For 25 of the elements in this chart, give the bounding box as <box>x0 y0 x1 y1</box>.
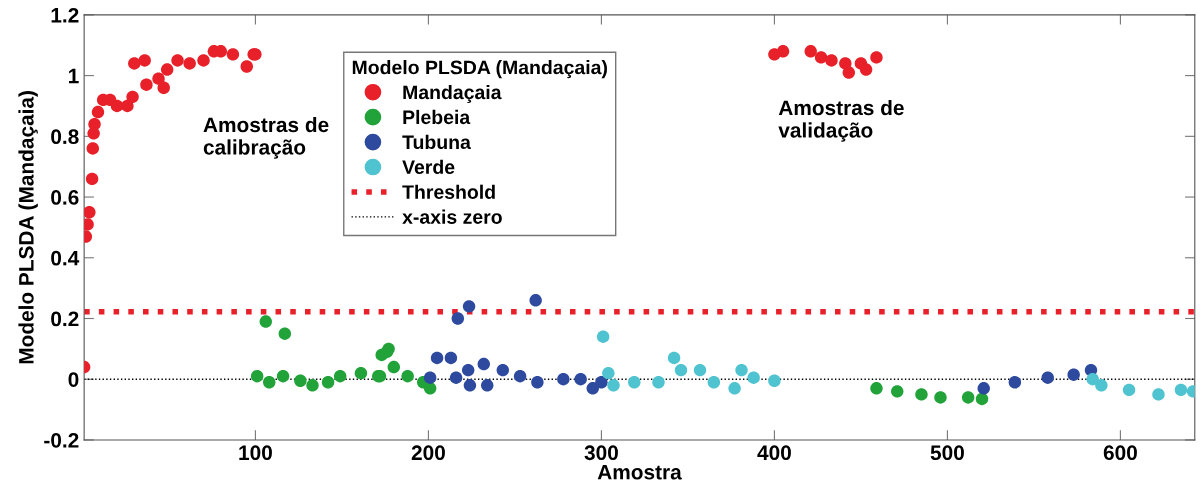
y-tick-label: 0.8 <box>51 129 79 145</box>
legend-label: Plebeia <box>403 109 471 125</box>
x-tick-label: 200 <box>411 445 445 461</box>
y-tick-label: -0.2 <box>44 432 79 448</box>
x-tick-label: 600 <box>1103 445 1137 461</box>
y-tick-label: 0 <box>68 372 79 387</box>
annotation: Amostras de validação <box>778 99 904 142</box>
legend-label: x-axis zero <box>402 209 502 224</box>
annotation: Amostras de calibração <box>203 116 329 159</box>
y-tick-label: 0.2 <box>51 311 79 327</box>
y-tick-label: 0.4 <box>51 250 80 266</box>
legend-label: Verde <box>402 159 455 175</box>
legend-label: Threshold <box>402 184 495 199</box>
x-axis-title: Amostra <box>597 465 682 480</box>
y-tick-label: 0.6 <box>51 190 79 205</box>
legend-label: Mandaçaia <box>403 84 502 104</box>
x-tick-label: 500 <box>930 445 964 461</box>
legend-label: Tubuna <box>402 134 471 150</box>
x-tick-label: 400 <box>757 445 791 461</box>
x-tick-label: 100 <box>239 445 272 461</box>
legend-title: Modelo PLSDA (Mandaçaia) <box>352 60 607 79</box>
y-axis-title: Modelo PLSDA (Mandaçaia) <box>18 91 38 364</box>
y-tick-label: 1.2 <box>51 7 79 23</box>
x-tick-label: 300 <box>584 445 618 461</box>
y-tick-label: 1 <box>69 68 79 84</box>
